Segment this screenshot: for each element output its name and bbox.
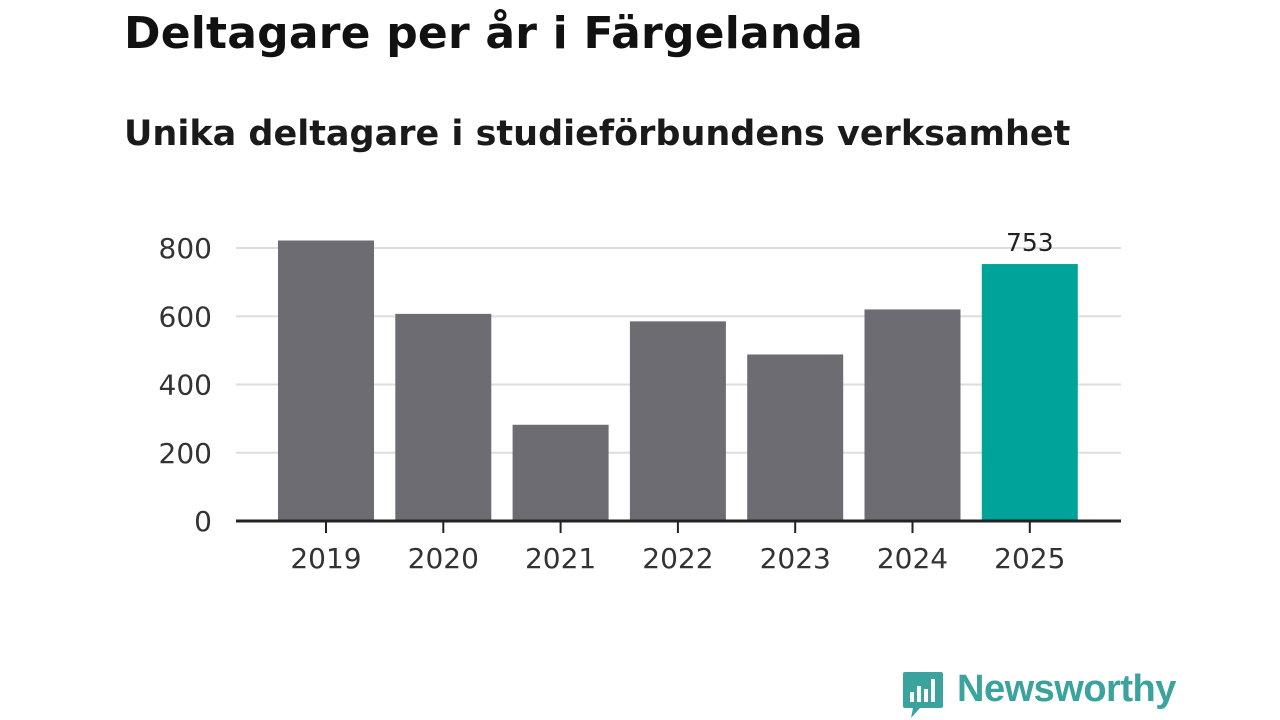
- bar-2024: [864, 309, 961, 521]
- bar-2020: [395, 313, 492, 521]
- y-tick-label: 600: [159, 300, 212, 333]
- labels: 0 200 400 600 800 2019 2020 2021 2022 2023 2024 202…: [159, 228, 1066, 575]
- chart-subtitle: Unika deltagare i studieförbundens verks…: [124, 114, 1071, 154]
- brand-name: Newsworthy: [957, 668, 1176, 710]
- bar-2021: [512, 424, 609, 521]
- bar-2022: [629, 321, 726, 521]
- x-tick-label: 2019: [290, 542, 361, 575]
- y-tick-label: 0: [194, 505, 212, 538]
- bar-2025: [981, 264, 1078, 521]
- brand-logo: Newsworthy: [902, 668, 1176, 720]
- newsworthy-logo-icon: [903, 672, 943, 718]
- bar-chart: 0 200 400 600 800 2019 2020 2021 2022 2023 2024 202…: [159, 228, 1121, 575]
- bar-2019: [278, 240, 374, 521]
- chart-title: Deltagare per år i Färgelanda: [124, 8, 863, 59]
- bars: [278, 240, 1078, 521]
- x-tick-label: 2021: [525, 542, 596, 575]
- x-tick-label: 2024: [877, 542, 948, 575]
- x-tick-label: 2022: [642, 542, 713, 575]
- bar-2023: [747, 354, 844, 521]
- x-tick-label: 2025: [994, 542, 1065, 575]
- y-tick-label: 400: [159, 369, 212, 402]
- y-tick-label: 200: [159, 437, 212, 470]
- y-tick-label: 800: [159, 232, 212, 265]
- axes: [236, 519, 1121, 533]
- x-tick-label: 2023: [760, 542, 831, 575]
- x-tick-label: 2020: [408, 542, 479, 575]
- data-label: 753: [1006, 228, 1054, 257]
